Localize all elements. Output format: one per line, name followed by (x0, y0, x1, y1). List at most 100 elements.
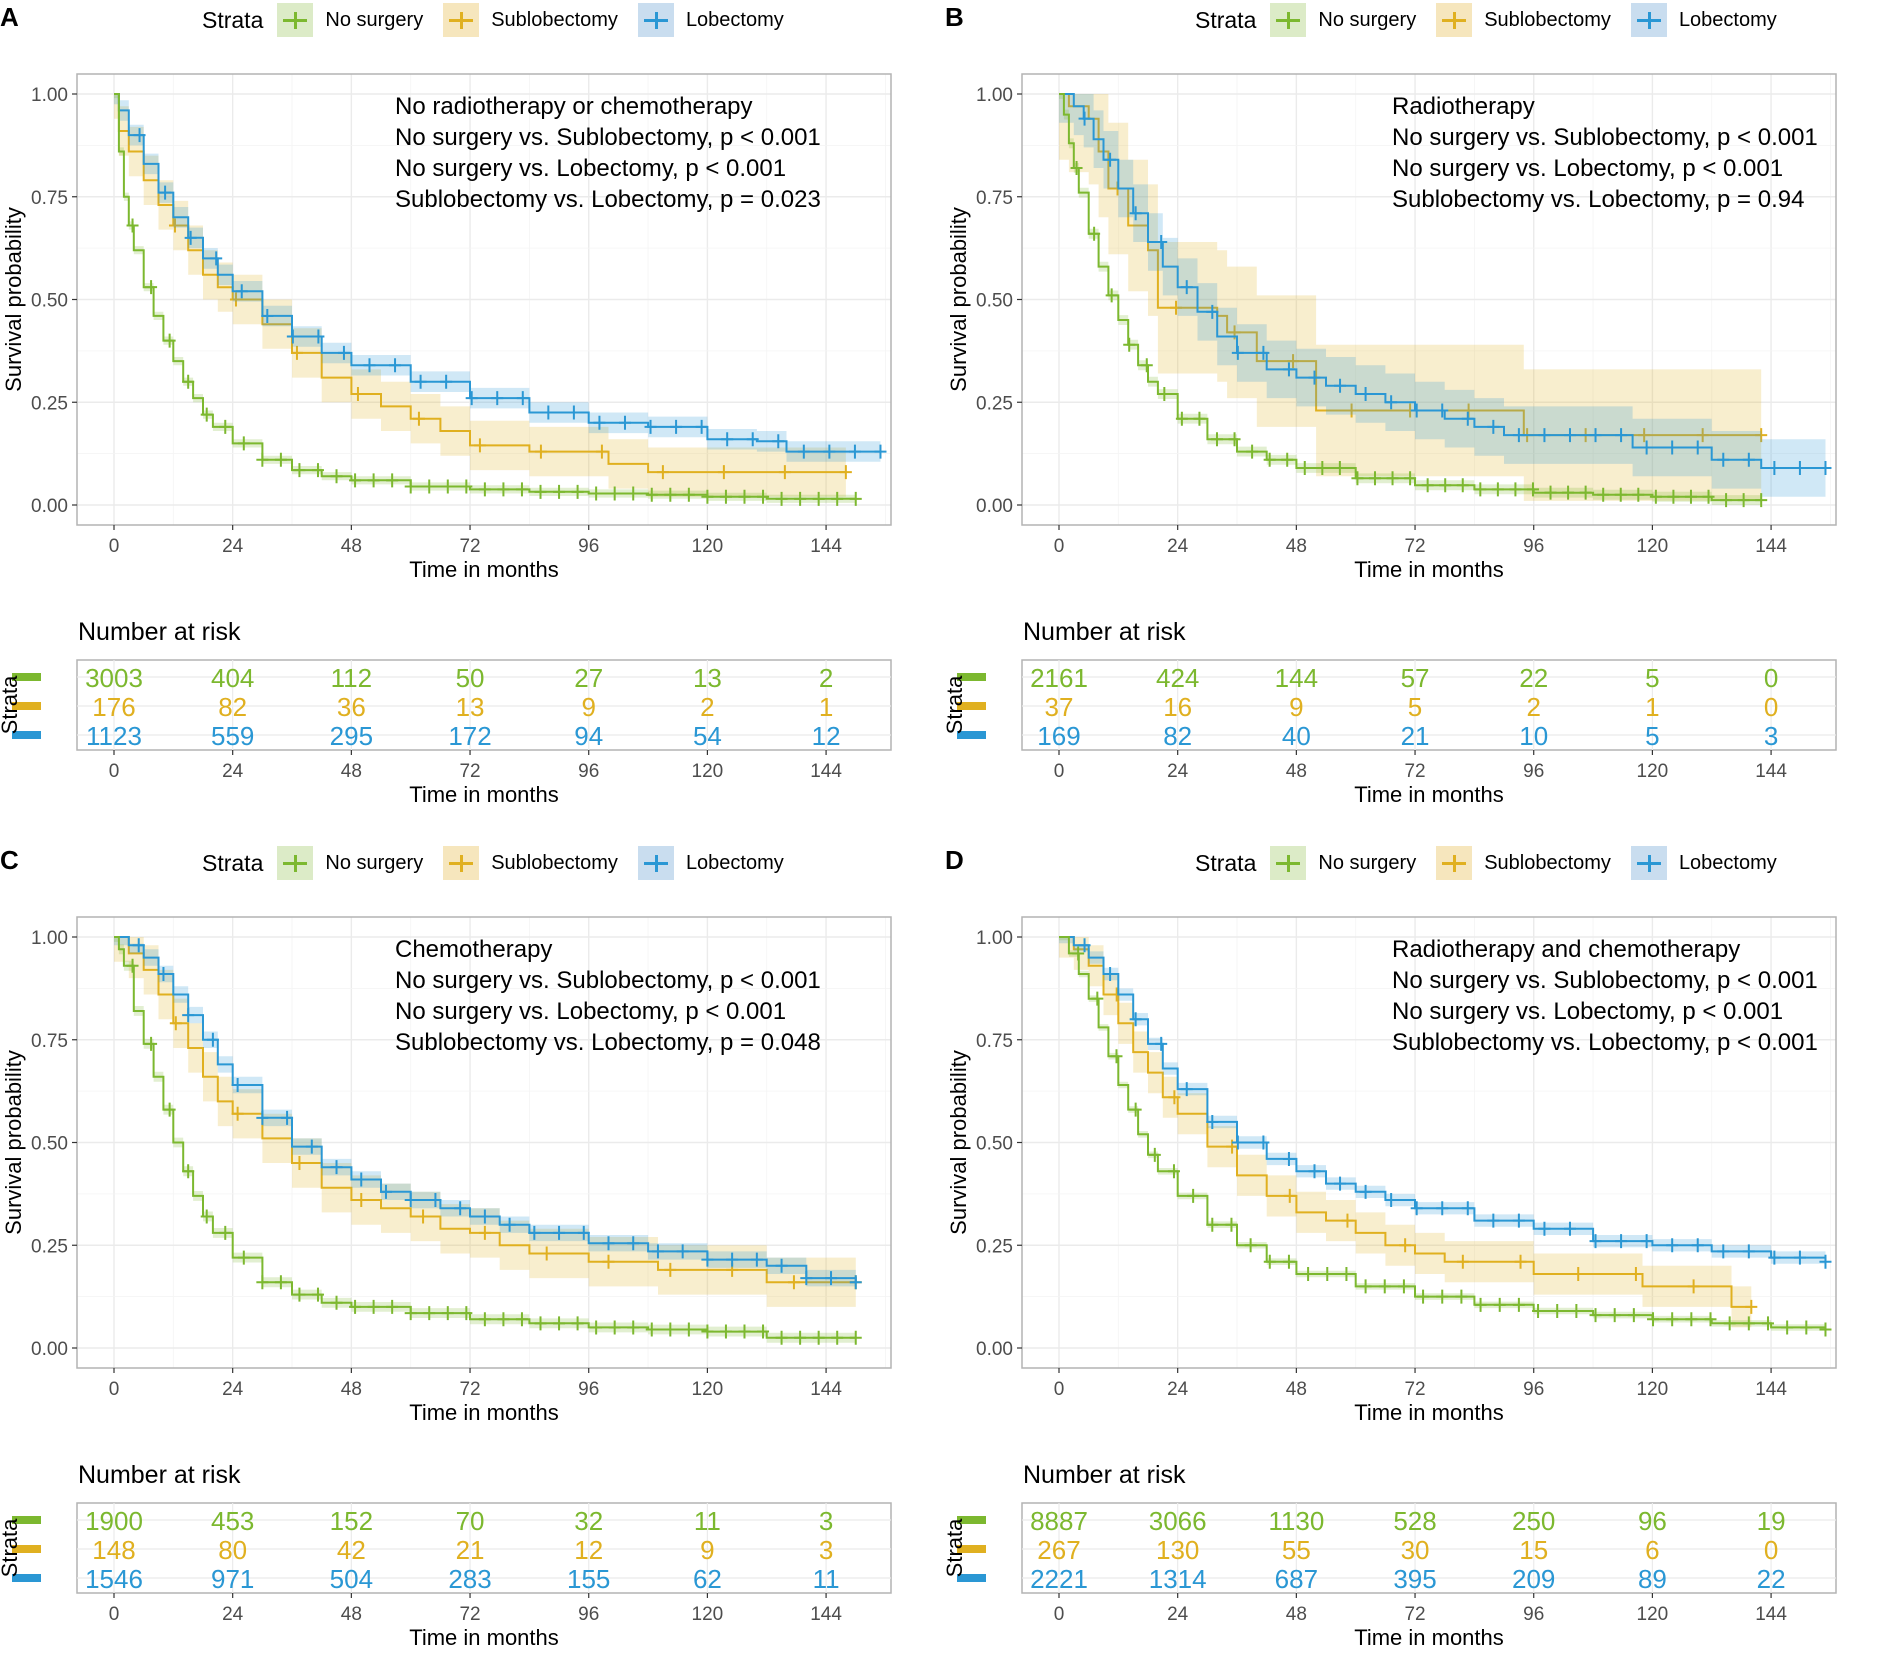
censor-mark (701, 489, 714, 504)
censor-mark (1170, 300, 1183, 315)
censor-mark (1110, 1049, 1123, 1064)
risk-count: 267 (1037, 1535, 1080, 1565)
censor-mark (590, 1320, 603, 1335)
censor-mark (1436, 1201, 1449, 1216)
risk-count: 5 (1645, 663, 1659, 693)
risk-count: 3 (819, 1535, 833, 1565)
censor-mark (1104, 152, 1117, 167)
censor-mark (1282, 362, 1295, 377)
censor-mark (256, 1275, 269, 1290)
legend-swatch-sublobectomy (443, 3, 480, 37)
censor-mark (719, 489, 732, 504)
censor-mark (849, 491, 862, 506)
censor-mark (701, 1324, 714, 1339)
censor-mark (293, 1156, 306, 1171)
risk-x-axis-title: Time in months (409, 782, 559, 807)
censor-mark (349, 1299, 362, 1314)
censor-mark (1538, 1221, 1551, 1236)
legend-swatch-lobectomy (637, 3, 674, 37)
risk-x-tick-label: 144 (810, 1604, 842, 1625)
censor-mark (1691, 1238, 1704, 1253)
legend-swatch-sublobectomy (1436, 3, 1473, 37)
censor-mark-icon (294, 12, 298, 29)
risk-count: 8887 (1030, 1506, 1088, 1536)
censor-mark (286, 329, 299, 344)
annotation-pvalue: Sublobectomy vs. Lobectomy, p = 0.048 (395, 1029, 821, 1056)
x-tick-label: 144 (1755, 1379, 1787, 1400)
km-chart: 0.000.250.500.751.000 24 48 72 96 120 144Time … (0, 73, 892, 807)
legend-swatch-no-surgery (1270, 3, 1307, 37)
censor-mark (1140, 358, 1153, 373)
legend-label: Lobectomy (685, 851, 784, 874)
censor-mark (1685, 1312, 1698, 1327)
censor-mark (848, 444, 861, 459)
survival-curve-sublobectomy (114, 936, 856, 1284)
x-tick-label: 96 (578, 536, 599, 557)
censor-mark (849, 1275, 862, 1290)
censor-mark (1666, 1238, 1679, 1253)
risk-x-tick-label: 120 (1637, 761, 1669, 782)
risk-table-title: Number at risk (78, 618, 241, 646)
panel-label: B (945, 2, 964, 32)
annotation-title: No radiotherapy or chemotherapy (395, 93, 753, 120)
risk-count: 3003 (85, 663, 143, 693)
risk-x-tick-label: 120 (1637, 1604, 1669, 1625)
censor-mark (1359, 387, 1372, 402)
risk-count: 82 (1163, 721, 1192, 751)
legend-title: Strata (1195, 849, 1257, 876)
legend-swatch-lobectomy (637, 846, 674, 880)
censor-mark (794, 1330, 807, 1345)
censor-mark (429, 1193, 442, 1208)
censor-mark (1385, 395, 1398, 410)
risk-count: 424 (1156, 663, 1199, 693)
censor-mark (182, 1008, 195, 1023)
censor-mark (1231, 345, 1244, 360)
censor-mark (497, 482, 510, 497)
risk-count: 82 (218, 692, 247, 722)
censor-mark (1410, 403, 1423, 418)
censor-mark (367, 1299, 380, 1314)
km-chart: 0.000.250.500.751.000 24 48 72 96 120 144Time … (942, 916, 1837, 1650)
risk-count: 283 (448, 1564, 491, 1594)
censor-mark (1647, 1312, 1660, 1327)
x-axis-title: Time in months (1354, 557, 1504, 582)
censor-mark (874, 444, 887, 459)
annotation-pvalue: Sublobectomy vs. Lobectomy, p = 0.94 (1392, 186, 1804, 213)
censor-mark (1532, 1304, 1545, 1319)
censor-mark (1632, 487, 1645, 502)
strata-bar-no-surgery (12, 673, 41, 681)
censor-mark-icon (1647, 855, 1651, 872)
censor-mark (1282, 1151, 1295, 1166)
ci-band-sublobectomy (1059, 94, 1762, 501)
risk-count: 1900 (85, 1506, 143, 1536)
risk-count: 11 (813, 1564, 840, 1594)
censor-mark (1456, 1254, 1469, 1269)
panel-label: C (0, 845, 19, 875)
risk-count: 559 (211, 721, 254, 751)
censor-mark (1378, 1279, 1391, 1294)
censor-mark (473, 438, 486, 453)
censor-mark (775, 1258, 788, 1273)
censor-mark (351, 387, 364, 402)
censor-mark (831, 491, 844, 506)
risk-table-title: Number at risk (1023, 618, 1186, 646)
censor-mark (1456, 478, 1469, 493)
risk-count: 295 (330, 721, 373, 751)
censor-mark (651, 1244, 664, 1259)
x-tick-label: 0 (1054, 1379, 1065, 1400)
censor-mark (825, 1271, 838, 1286)
censor-mark (602, 1236, 615, 1251)
annotation-pvalue: Sublobectomy vs. Lobectomy, p = 0.023 (395, 186, 821, 213)
censor-mark (1589, 1234, 1602, 1249)
censor-mark (237, 436, 250, 451)
legend-label: Lobectomy (1678, 851, 1777, 874)
strata-bar-lobectomy (957, 1574, 986, 1582)
censor-mark (441, 479, 454, 494)
censor-mark (184, 230, 197, 245)
censor-mark (1761, 1316, 1774, 1331)
risk-count: 0 (1764, 692, 1778, 722)
censor-mark (1206, 304, 1219, 319)
risk-count: 6 (1645, 1535, 1659, 1565)
risk-x-tick-label: 0 (1054, 761, 1065, 782)
x-tick-label: 0 (109, 1379, 120, 1400)
